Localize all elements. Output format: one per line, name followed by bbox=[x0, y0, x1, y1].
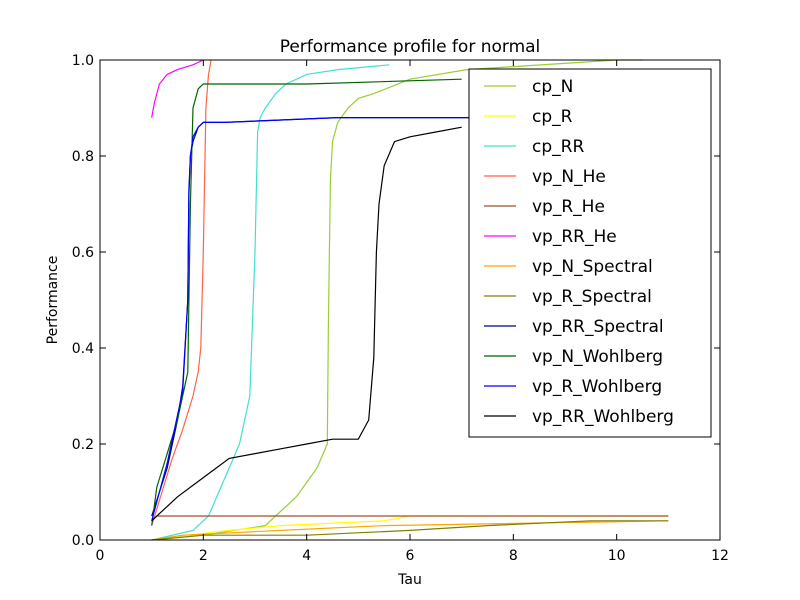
series-line-vp-r-wohlberg bbox=[151, 116, 565, 521]
legend-label-cp-rr: cp_RR bbox=[532, 137, 584, 157]
legend-label-vp-rr-wohlberg: vp_RR_Wohlberg bbox=[532, 407, 674, 427]
series-line-vp-n-he bbox=[151, 59, 212, 526]
legend-label-vp-r-he: vp_R_He bbox=[532, 197, 605, 217]
y-tick-label-4: 0.8 bbox=[72, 149, 94, 165]
x-tick-label-5: 10 bbox=[608, 548, 626, 564]
y-tick-label-3: 0.6 bbox=[72, 245, 94, 261]
legend-label-vp-rr-he: vp_RR_He bbox=[532, 227, 617, 247]
y-axis-label: Performance bbox=[45, 256, 61, 345]
chart-title: Performance profile for normal bbox=[280, 37, 541, 57]
legend-label-vp-n-wohlberg: vp_N_Wohlberg bbox=[532, 347, 663, 367]
legend-label-vp-n-spectral: vp_N_Spectral bbox=[532, 257, 653, 277]
series-line-cp-rr bbox=[151, 64, 390, 541]
series-line-vp-rr-he bbox=[151, 59, 204, 118]
series-line-cp-n bbox=[151, 59, 643, 541]
legend-label-cp-r: cp_R bbox=[532, 107, 573, 127]
ticks-layer: 0 2 4 6 8 10 12 0.0 0.2 0.4 0.6 0.8 1.0 bbox=[72, 53, 729, 564]
series-line-vp-rr-wohlberg bbox=[151, 126, 462, 522]
legend-label-vp-r-spectral: vp_R_Spectral bbox=[532, 287, 652, 307]
y-tick-label-5: 1.0 bbox=[72, 53, 94, 69]
y-tick-label-1: 0.2 bbox=[72, 437, 94, 453]
x-tick-label-6: 12 bbox=[711, 548, 729, 564]
series-line-vp-n-spectral bbox=[151, 520, 669, 541]
legend-frame bbox=[468, 68, 712, 438]
x-tick-label-0: 0 bbox=[96, 548, 105, 564]
series-line-vp-n-wohlberg bbox=[151, 78, 462, 526]
x-tick-label-2: 4 bbox=[302, 548, 311, 564]
x-tick-label-3: 6 bbox=[406, 548, 415, 564]
legend-label-vp-r-wohlberg: vp_R_Wohlberg bbox=[532, 377, 662, 397]
x-tick-label-4: 8 bbox=[509, 548, 518, 564]
x-tick-label-1: 2 bbox=[199, 548, 208, 564]
y-tick-label-0: 0.0 bbox=[72, 533, 94, 549]
y-tick-label-2: 0.4 bbox=[72, 341, 94, 357]
legend-label-vp-rr-spectral: vp_RR_Spectral bbox=[532, 317, 664, 337]
x-axis-label: Tau bbox=[397, 572, 422, 588]
legend-label-cp-n: cp_N bbox=[532, 77, 573, 97]
legend: cp_N cp_R cp_RR vp_N_He vp_R_He vp_RR_He vp_N_… bbox=[468, 68, 712, 438]
legend-label-vp-n-he: vp_N_He bbox=[532, 167, 606, 187]
